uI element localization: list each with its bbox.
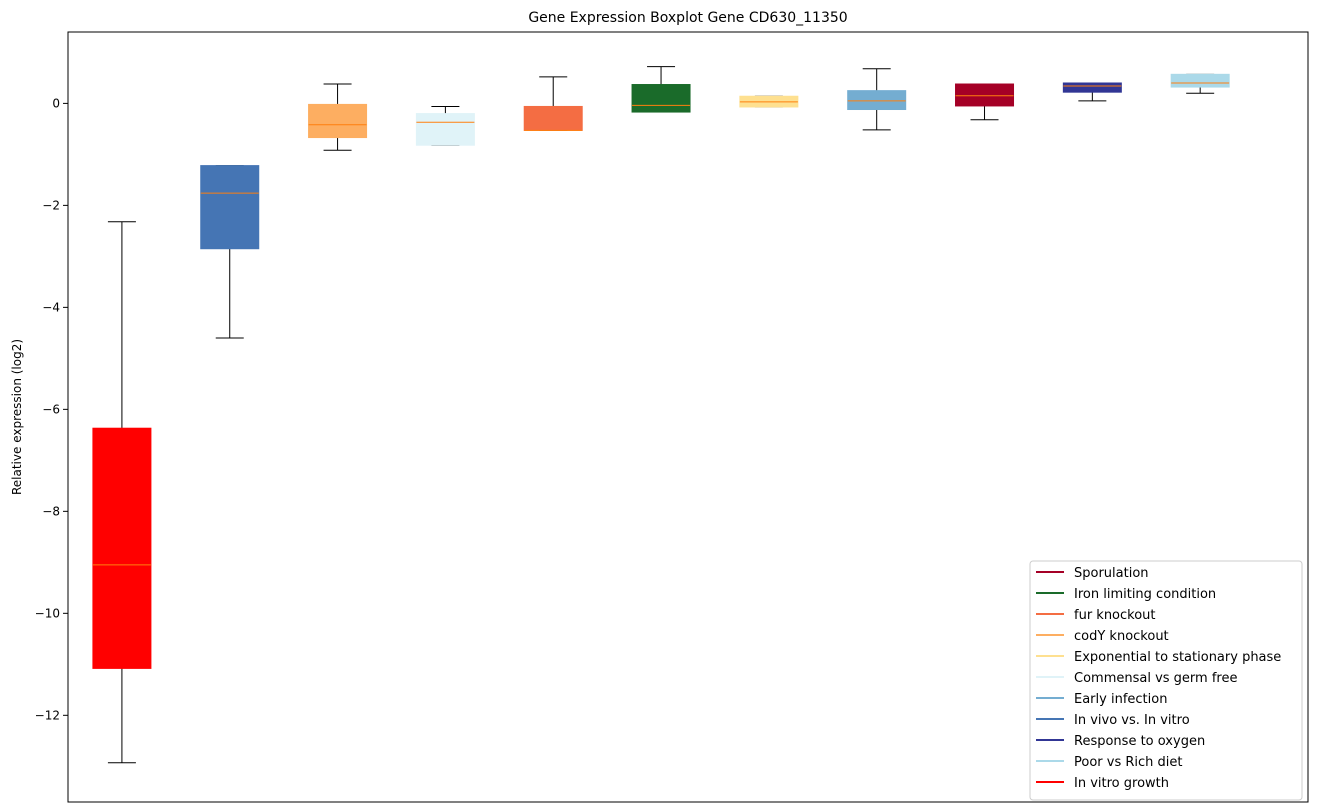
legend-item: Commensal vs germ free (1036, 671, 1237, 686)
y-tick-label: −6 (42, 402, 60, 416)
y-axis: 0 −2 −4 −6 −8 −10 −12 (35, 96, 68, 722)
legend-item: Response to oxygen (1036, 734, 1205, 749)
box-body (200, 165, 260, 250)
box-body (847, 90, 907, 111)
legend-frame (1029, 560, 1303, 801)
legend-label: Iron limiting condition (1074, 587, 1216, 602)
y-tick-label: −2 (42, 198, 60, 212)
boxes-group (92, 66, 1230, 764)
box-body (415, 113, 475, 146)
legend-item: Iron limiting condition (1036, 587, 1216, 602)
legend-item: codY knockout (1036, 629, 1169, 644)
box-iron-limiting-condition (631, 66, 691, 113)
box-exponential-to-stationary-phase (739, 95, 799, 108)
legend-label: fur knockout (1074, 608, 1156, 623)
y-tick-label: 0 (52, 96, 60, 110)
box-in-vivo-vs-in-vitro (200, 165, 260, 339)
plot-frame (67, 31, 1309, 803)
legend-item: fur knockout (1036, 608, 1156, 623)
legend-item: In vitro growth (1036, 776, 1169, 791)
box-poor-vs-rich-diet (1170, 73, 1230, 94)
legend: Sporulation Iron limiting condition fur kn… (1029, 560, 1303, 801)
legend-label: Exponential to stationary phase (1074, 650, 1281, 665)
box-body (92, 427, 152, 669)
legend-item: Sporulation (1036, 566, 1149, 581)
y-tick-label: −12 (35, 708, 60, 722)
box-sporulation (955, 83, 1015, 121)
legend-label: codY knockout (1074, 629, 1169, 644)
box-body (955, 83, 1015, 107)
legend-item: Poor vs Rich diet (1036, 755, 1182, 770)
y-tick-label: −10 (35, 606, 60, 620)
legend-item: Early infection (1036, 692, 1167, 707)
box-early-infection (847, 68, 907, 131)
legend-item: In vivo vs. In vitro (1036, 713, 1190, 728)
box-in-vitro-growth (92, 221, 152, 764)
box-body (631, 84, 691, 113)
legend-label: Sporulation (1074, 566, 1149, 581)
y-axis-label: Relative expression (log2) (10, 339, 24, 495)
box-commensal-vs-germ-free (415, 105, 475, 146)
legend-label: Response to oxygen (1074, 734, 1205, 749)
y-tick-label: −8 (42, 504, 60, 518)
legend-label: Early infection (1074, 692, 1167, 707)
box-fur-knockout (523, 76, 583, 131)
box-response-to-oxygen (1062, 82, 1122, 102)
chart-title: Gene Expression Boxplot Gene CD630_11350 (528, 10, 847, 26)
legend-label: In vitro growth (1074, 776, 1169, 791)
y-tick-label: −4 (42, 300, 60, 314)
legend-item: Exponential to stationary phase (1036, 650, 1281, 665)
box-body (308, 103, 368, 139)
box-cody-knockout (308, 83, 368, 151)
legend-label: Commensal vs germ free (1074, 671, 1237, 686)
legend-label: Poor vs Rich diet (1074, 755, 1182, 770)
legend-label: In vivo vs. In vitro (1074, 713, 1190, 728)
box-body (523, 105, 583, 131)
box-body (1062, 82, 1122, 93)
box-body (1170, 73, 1230, 88)
